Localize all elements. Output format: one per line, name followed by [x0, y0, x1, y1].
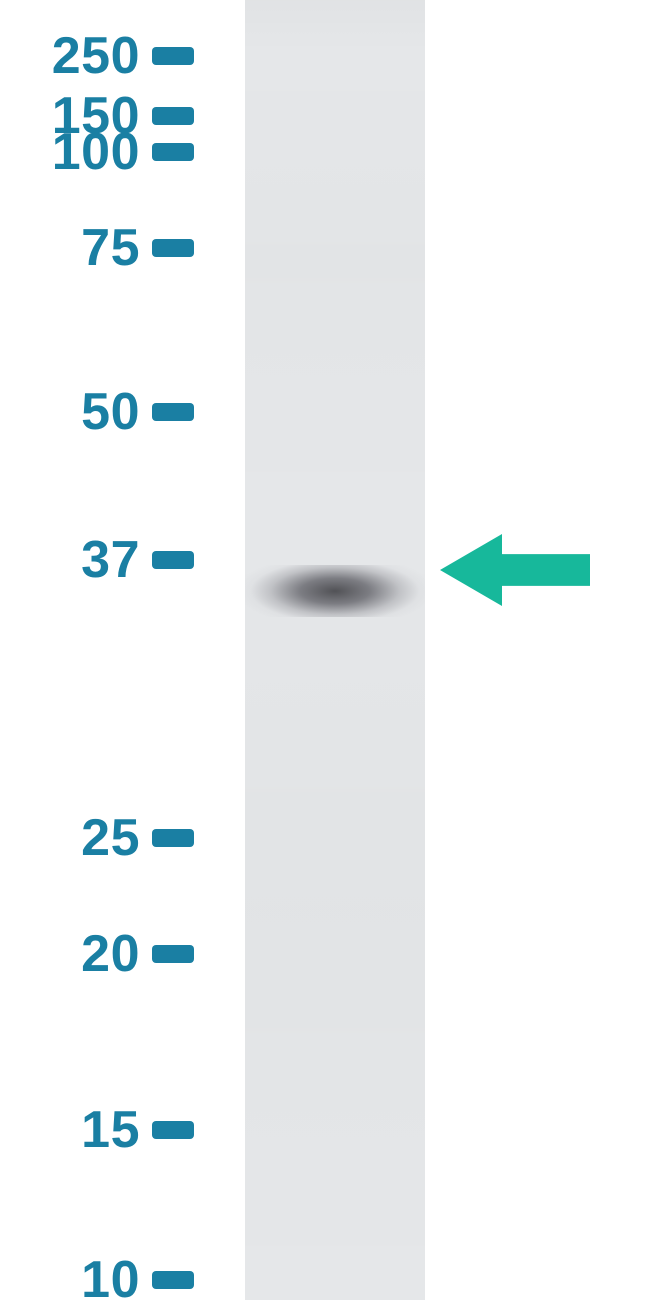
ladder-marker: 100: [30, 122, 194, 182]
ladder-tick-icon: [152, 945, 194, 963]
ladder-marker-label: 250: [30, 26, 140, 86]
ladder-tick-icon: [152, 829, 194, 847]
ladder-marker: 15: [30, 1100, 194, 1160]
ladder-marker-label: 15: [30, 1100, 140, 1160]
ladder-marker: 25: [30, 808, 194, 868]
ladder-marker-label: 20: [30, 924, 140, 984]
ladder-marker: 75: [30, 218, 194, 278]
ladder-marker: 250: [30, 26, 194, 86]
ladder-tick-icon: [152, 47, 194, 65]
ladder-marker-label: 10: [30, 1250, 140, 1300]
blot-canvas: 25015010075503725201510: [0, 0, 650, 1300]
ladder-marker: 37: [30, 530, 194, 590]
ladder-tick-icon: [152, 143, 194, 161]
ladder-tick-icon: [152, 551, 194, 569]
gel-lane: [245, 0, 425, 1300]
ladder-marker-label: 100: [30, 122, 140, 182]
arrow-icon: [440, 534, 590, 606]
ladder-marker: 10: [30, 1250, 194, 1300]
band-indicator-arrow: [440, 534, 590, 606]
ladder-marker-label: 25: [30, 808, 140, 868]
protein-band: [245, 565, 425, 617]
ladder-tick-icon: [152, 1121, 194, 1139]
ladder-marker-label: 75: [30, 218, 140, 278]
ladder-marker-label: 50: [30, 382, 140, 442]
ladder-tick-icon: [152, 1271, 194, 1289]
ladder-marker-label: 37: [30, 530, 140, 590]
ladder-marker: 20: [30, 924, 194, 984]
ladder-marker: 50: [30, 382, 194, 442]
ladder-tick-icon: [152, 403, 194, 421]
ladder-tick-icon: [152, 239, 194, 257]
